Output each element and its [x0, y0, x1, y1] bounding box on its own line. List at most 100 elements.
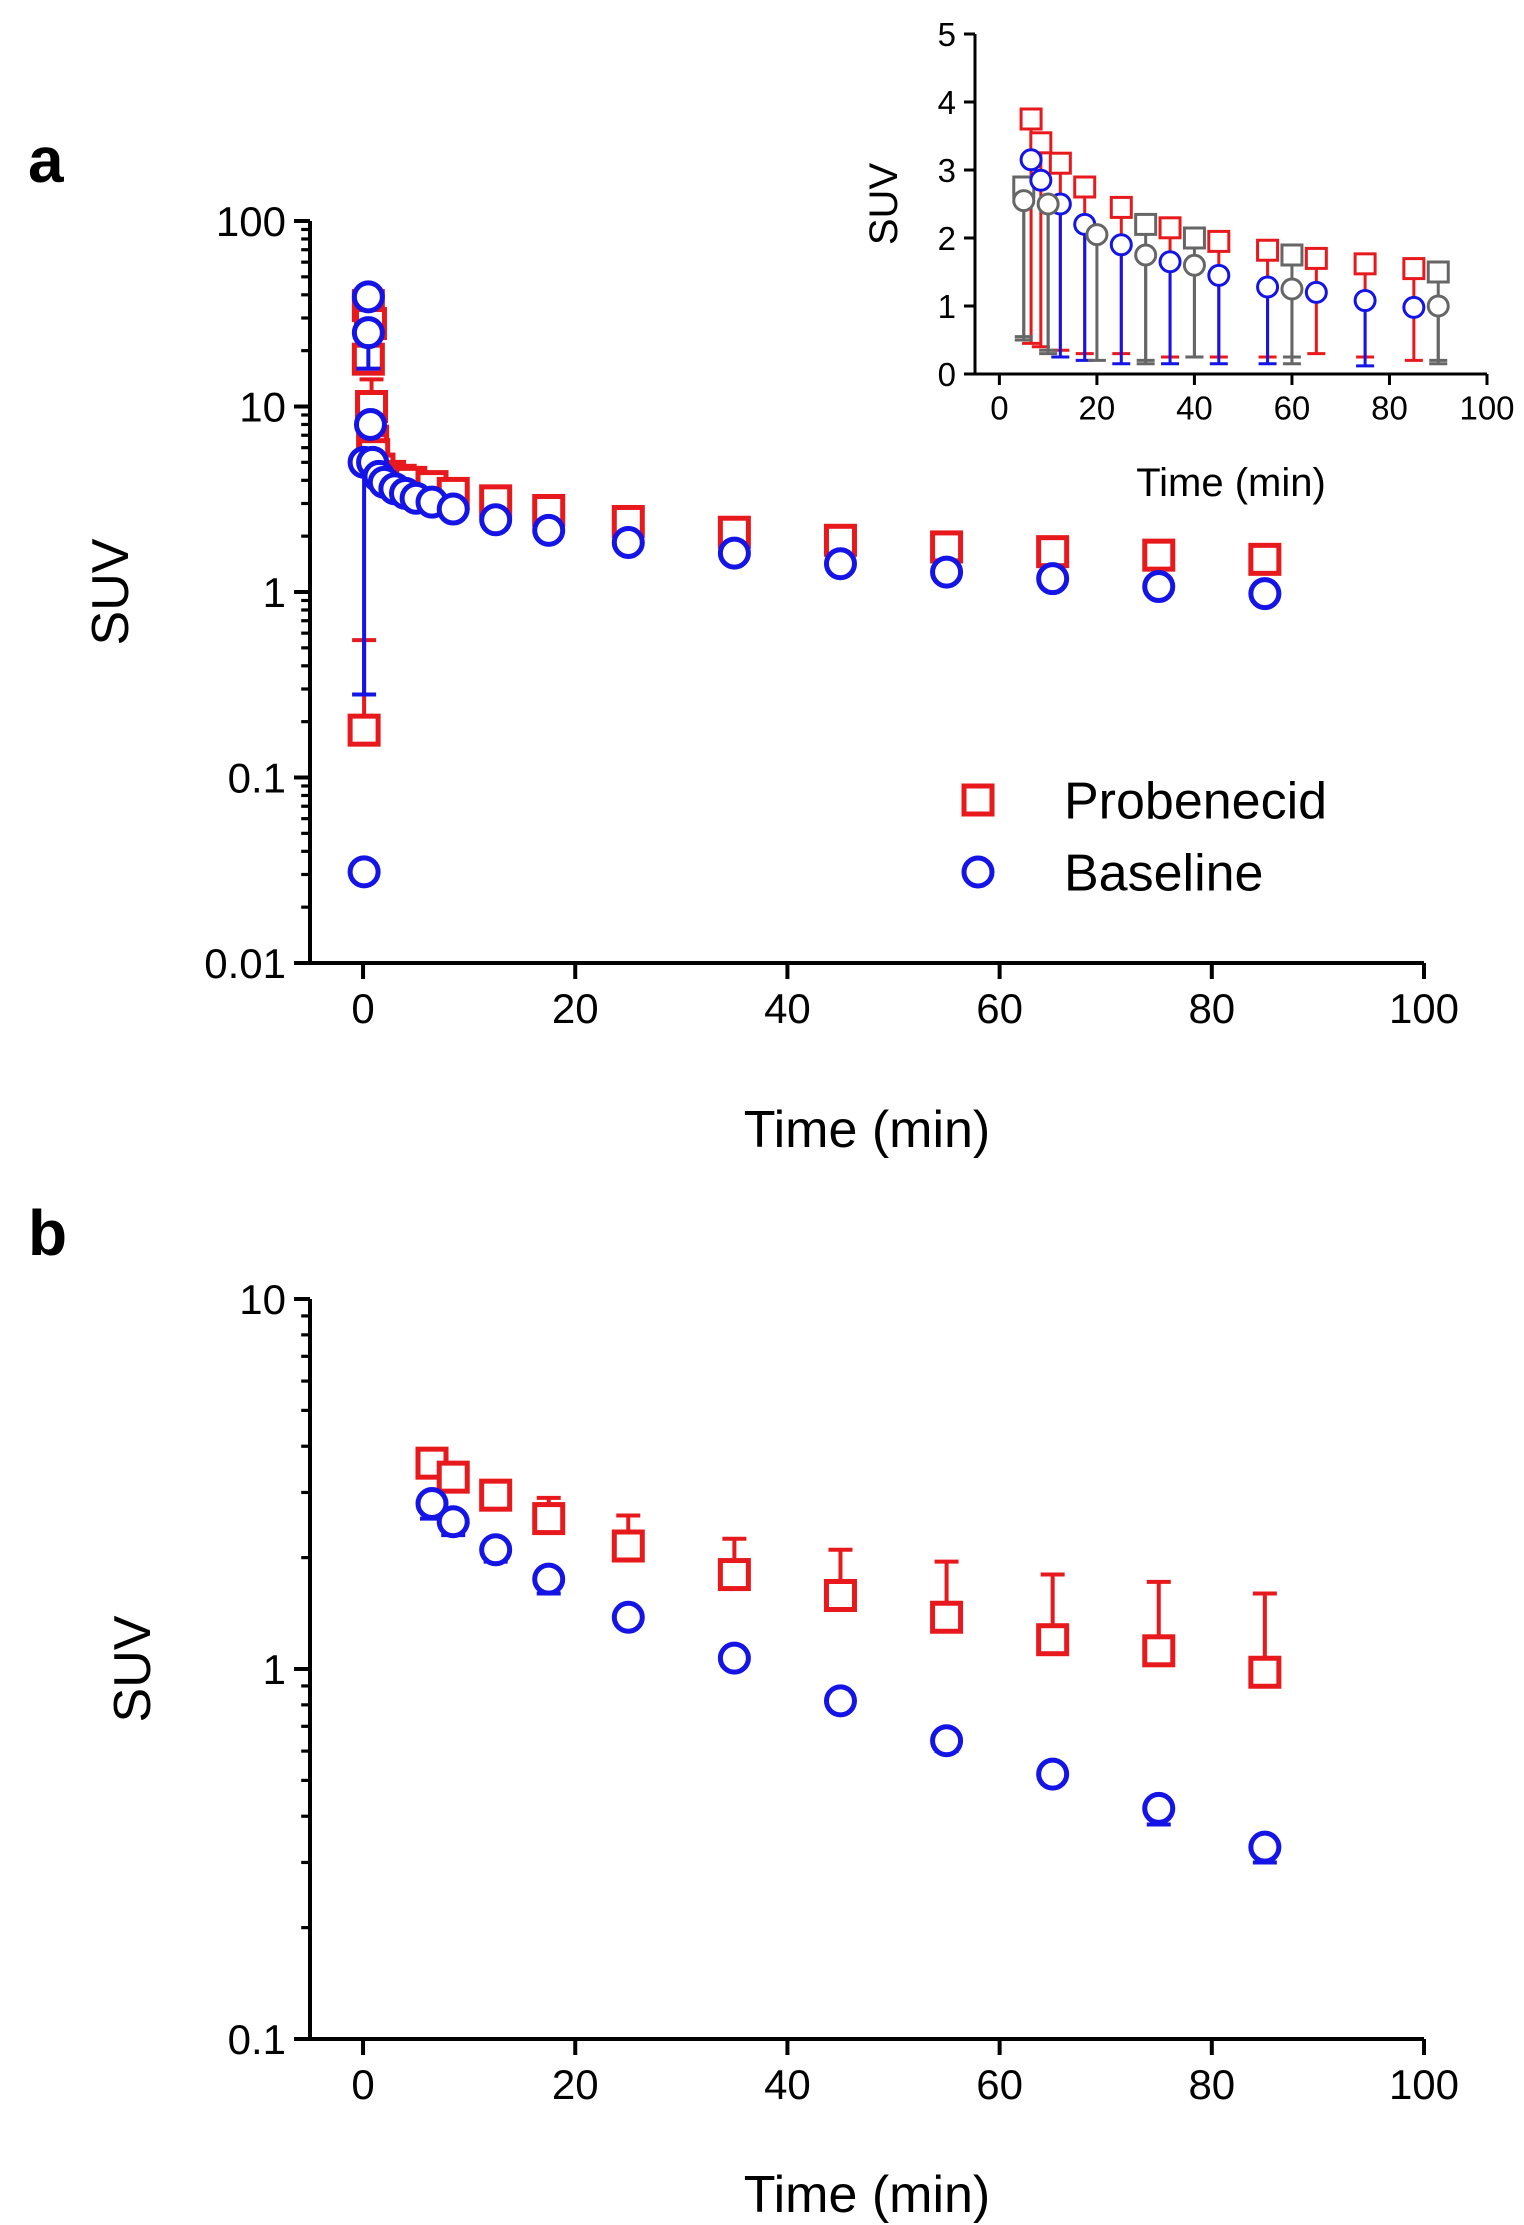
- data-point-square: [1048, 151, 1072, 175]
- x-axis-label: Time (min): [1136, 461, 1326, 505]
- y-tick-label: 1: [263, 569, 286, 616]
- data-point-square: [1142, 538, 1176, 572]
- chart-panel-a-inset: 0 20 40 60 80 100 0 1 2 3 4 5 Time (min) SUV: [862, 16, 1515, 505]
- data-point-circle: [1109, 233, 1133, 257]
- data-point-circle: [351, 316, 385, 350]
- data-point-circle: [1207, 263, 1231, 287]
- data-point-circle: [532, 513, 566, 547]
- x-tick-label: 80: [1188, 2061, 1235, 2108]
- data-point-circle: [611, 525, 645, 559]
- data-point-square: [479, 1478, 513, 1512]
- data-point-circle: [347, 855, 381, 889]
- series-gray-circles: [1012, 189, 1450, 366]
- data-point-square: [1256, 238, 1280, 262]
- x-axis-label: Time (min): [744, 1101, 991, 1159]
- y-tick-label: 5: [938, 16, 956, 53]
- data-point-square: [930, 1600, 964, 1634]
- data-point-circle: [611, 1600, 645, 1634]
- series-gray-squares: [1012, 175, 1450, 362]
- panel-label-a: a: [28, 124, 64, 196]
- y-axis-label: SUV: [862, 163, 906, 246]
- data-point-circle: [1134, 243, 1158, 267]
- data-point-square: [1142, 1634, 1176, 1668]
- data-point-circle: [1158, 250, 1182, 274]
- data-point-square: [1073, 175, 1097, 199]
- data-point-circle: [1182, 253, 1206, 277]
- data-point-circle: [1019, 148, 1043, 172]
- data-point-circle: [532, 1562, 566, 1596]
- x-tick-label: 20: [1079, 390, 1116, 427]
- data-point-circle: [436, 1505, 470, 1539]
- data-point-circle: [1036, 562, 1070, 596]
- series-baseline-blue-circles-: [1019, 148, 1426, 368]
- y-axis-label: SUV: [104, 1615, 162, 1722]
- data-point-circle: [1248, 1830, 1282, 1864]
- data-point-square: [1402, 257, 1426, 281]
- y-axis-label: SUV: [82, 538, 140, 645]
- x-tick-label: 20: [552, 985, 599, 1032]
- y-tick-label: 100: [216, 198, 286, 245]
- data-point-square: [1158, 216, 1182, 240]
- data-point-circle: [1142, 570, 1176, 604]
- data-point-square: [717, 1558, 751, 1592]
- data-point-circle: [415, 1487, 449, 1521]
- series-baseline: [415, 1487, 1282, 1865]
- chart-panel-b: 0 20 40 60 80 100 0.1 1 10 Time (min) SUV: [104, 1276, 1459, 2224]
- data-point-square: [1248, 542, 1282, 576]
- data-point-circle: [1402, 295, 1426, 319]
- x-tick-label: 0: [990, 390, 1008, 427]
- data-point-circle: [1248, 577, 1282, 611]
- y-tick-label: 0.1: [228, 2016, 286, 2063]
- x-tick-label: 60: [976, 985, 1023, 1032]
- data-point-circle: [351, 280, 385, 314]
- legend: Probenecid Baseline: [961, 773, 1327, 903]
- x-tick-label: 0: [351, 985, 374, 1032]
- data-point-square: [1280, 243, 1304, 267]
- data-point-circle: [717, 1641, 751, 1675]
- data-point-circle: [436, 492, 470, 526]
- x-tick-label: 80: [1371, 390, 1408, 427]
- legend-marker-circle: [961, 855, 995, 889]
- y-tick-label: 10: [239, 1276, 286, 1323]
- data-point-circle: [479, 1533, 513, 1567]
- x-tick-label: 100: [1389, 2061, 1459, 2108]
- data-point-circle: [1029, 168, 1053, 192]
- data-point-square: [1182, 226, 1206, 250]
- panel-label-b: b: [28, 1197, 67, 1269]
- data-point-square: [1036, 535, 1070, 569]
- data-point-circle: [1280, 277, 1304, 301]
- data-point-square: [1304, 246, 1328, 270]
- data-point-square: [1109, 195, 1133, 219]
- x-tick-label: 60: [976, 2061, 1023, 2108]
- data-point-circle: [823, 547, 857, 581]
- y-tick-label: 0: [938, 356, 956, 393]
- y-tick-label: 3: [938, 152, 956, 189]
- data-point-circle: [1353, 289, 1377, 313]
- data-point-square: [1036, 1623, 1070, 1657]
- data-point-circle: [717, 536, 751, 570]
- y-tick-label: 2: [938, 220, 956, 257]
- x-tick-label: 100: [1389, 985, 1459, 1032]
- data-point-square: [1353, 252, 1377, 276]
- y-tick-label: 4: [938, 84, 956, 121]
- data-point-circle: [930, 1724, 964, 1758]
- data-point-circle: [1012, 189, 1036, 213]
- legend-marker-square: [961, 783, 995, 817]
- y-tick-label: 10: [239, 384, 286, 431]
- x-tick-label: 100: [1459, 390, 1514, 427]
- data-point-circle: [930, 555, 964, 589]
- data-point-square: [823, 1578, 857, 1612]
- x-tick-label: 60: [1274, 390, 1311, 427]
- y-tick-label: 0.01: [204, 940, 286, 987]
- x-tick-label: 40: [764, 2061, 811, 2108]
- series-probenecid: [415, 1446, 1282, 1689]
- legend-label: Probenecid: [1064, 773, 1327, 831]
- data-point-circle: [1142, 1791, 1176, 1825]
- data-point-circle: [823, 1684, 857, 1718]
- x-tick-label: 40: [1176, 390, 1213, 427]
- data-point-square: [1019, 107, 1043, 131]
- data-point-circle: [479, 503, 513, 537]
- x-tick-label: 20: [552, 2061, 599, 2108]
